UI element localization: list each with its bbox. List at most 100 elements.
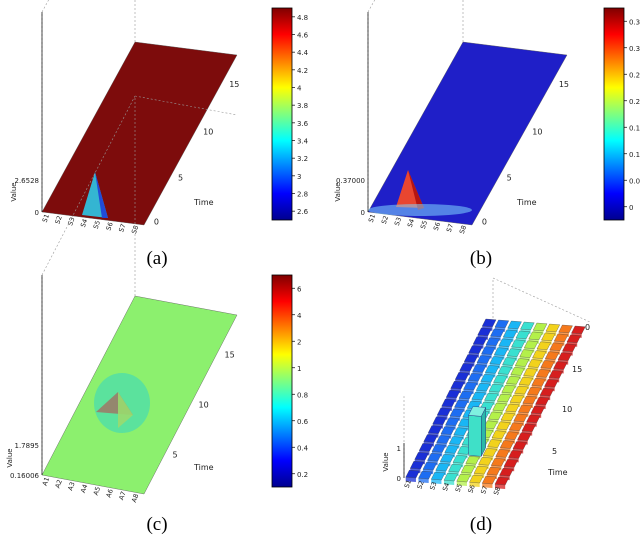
p3-cell	[481, 475, 497, 485]
p3-cell	[450, 381, 465, 390]
p3-cell	[440, 426, 456, 435]
p3-cell	[427, 453, 442, 462]
p3-cell	[562, 343, 577, 352]
p3-cell	[510, 367, 525, 376]
p3-cell	[514, 386, 529, 395]
p1-colorbar-tick-label: 0.1	[629, 151, 640, 159]
p1-colorbar-tick-label: 0.35	[629, 18, 640, 26]
p3-cell	[481, 346, 496, 355]
p3-cell	[506, 348, 522, 357]
p3-cell	[553, 361, 568, 370]
p1-y-tick-label: 10	[532, 128, 542, 137]
p3-cell	[445, 417, 460, 426]
p3-cell	[501, 385, 516, 394]
p3-cell	[481, 318, 497, 328]
p3-cell	[530, 405, 546, 415]
p3-cell	[468, 345, 483, 354]
p3-x-tick-label: S1	[403, 479, 413, 490]
p3-x-tick-label: S6	[466, 484, 476, 495]
p3-cell	[490, 458, 506, 467]
p2-colorbar-tick-label: 0.2	[297, 471, 308, 479]
p3-y-axis-label: Time	[547, 468, 568, 477]
p3-highlight-bar-top	[468, 406, 487, 417]
p0-colorbar-tick-label: 3.6	[297, 120, 309, 128]
p3-cell	[458, 390, 474, 400]
p3-cell	[454, 372, 470, 381]
p3-cell	[517, 404, 533, 414]
p3-cell	[527, 359, 543, 368]
p3-x-tick-label: S8	[492, 486, 502, 497]
p2-x-tick-label: A5	[92, 486, 102, 497]
p0-colorbar-tick-label: 4.8	[297, 14, 308, 22]
p3-cell	[487, 411, 503, 420]
p3-cell	[496, 421, 511, 430]
p1-colorbar-tick-label: 0.2	[629, 98, 640, 106]
p2-colorbar	[271, 274, 293, 488]
p2-peak-face	[118, 392, 133, 428]
p0-x-tick-label: S3	[66, 216, 76, 227]
p3-cell	[508, 450, 523, 459]
p3-cell	[487, 439, 502, 448]
p1-z-tick-label: 0.37000	[336, 177, 365, 185]
p2-colorbar-tick-label: 4	[297, 312, 302, 320]
p0-colorbar-tick-label: 3.8	[297, 102, 308, 110]
p0-x-tick-label: S6	[104, 221, 114, 232]
p3-cell	[423, 434, 438, 443]
p3-cell	[478, 457, 493, 466]
p3-x-tick-label: S3	[428, 481, 438, 492]
p3-cell	[520, 321, 535, 331]
p3-cell	[435, 463, 450, 472]
p1-x-tick-label: S2	[380, 215, 390, 226]
p2-z-axis-label: Value	[6, 448, 14, 467]
p3-cell	[522, 395, 537, 405]
p3-cell	[536, 341, 552, 350]
p0-colorbar-tick-label: 4.4	[297, 49, 309, 57]
p3-cell	[465, 456, 480, 465]
p1-colorbar-tick-label: 0.3	[629, 45, 640, 53]
p3-cell	[505, 376, 521, 385]
p3-cell	[453, 427, 468, 436]
p2-x-tick-label: A8	[130, 493, 140, 504]
p1-colorbar	[603, 7, 625, 221]
p3-cell	[526, 387, 542, 396]
p2-colorbar-tick-label: 0.4	[297, 444, 309, 452]
p0-colorbar-tick-label: 3.4	[297, 138, 309, 146]
p0-y-tick-label: 15	[229, 80, 239, 89]
p3-cell	[405, 469, 420, 479]
p3-cell	[499, 468, 514, 477]
p3-box-edge	[492, 277, 591, 323]
p3-x-tick-label: S5	[454, 483, 464, 494]
p0-colorbar-tick-label: 2.8	[297, 191, 308, 199]
p3-cell	[513, 413, 528, 422]
p3-cell	[409, 461, 425, 470]
p3-cell	[528, 331, 543, 340]
p3-cell-side	[405, 477, 416, 483]
p1-x-tick-label: S3	[393, 216, 403, 227]
p3-y-tick-label: 15	[572, 365, 582, 374]
p3-cell	[539, 388, 555, 397]
p3-cell	[463, 382, 478, 391]
p3-cell	[532, 322, 548, 332]
p3-cell	[535, 369, 551, 378]
p3-cell	[544, 351, 560, 360]
p0-y-tick-label: 10	[203, 128, 213, 137]
p3-cell	[540, 360, 555, 369]
p1-box-edge	[367, 0, 376, 13]
p3-x-tick-label: S2	[415, 480, 425, 491]
p0-x-tick-label: S1	[41, 213, 51, 224]
p3-cell	[521, 423, 537, 432]
p3-cell	[422, 462, 438, 471]
p2-x-tick-label: A4	[79, 483, 89, 494]
p3-cell	[471, 391, 486, 401]
p3-cell	[535, 396, 550, 406]
p3-cell	[566, 334, 582, 343]
p1-y-axis-label: Time	[516, 198, 537, 207]
p3-cell	[431, 444, 447, 453]
p3-cell	[463, 354, 479, 363]
p3-cell	[482, 448, 498, 457]
p3-cell	[436, 435, 451, 444]
p3-cell	[532, 350, 547, 359]
p3-x-tick-label: S7	[479, 485, 489, 496]
p2-y-tick-label: 10	[199, 401, 209, 410]
